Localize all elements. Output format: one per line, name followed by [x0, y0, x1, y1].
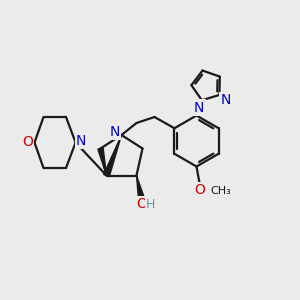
Text: N: N [220, 93, 231, 107]
Text: O: O [194, 184, 205, 197]
Text: N: N [194, 100, 205, 115]
Polygon shape [136, 176, 144, 197]
Text: N: N [76, 134, 86, 148]
Text: H: H [146, 197, 155, 211]
Polygon shape [104, 135, 122, 176]
Text: CH₃: CH₃ [210, 185, 231, 196]
Text: O: O [22, 136, 33, 149]
Text: O: O [136, 197, 147, 211]
Text: N: N [110, 125, 120, 139]
Polygon shape [98, 148, 106, 176]
